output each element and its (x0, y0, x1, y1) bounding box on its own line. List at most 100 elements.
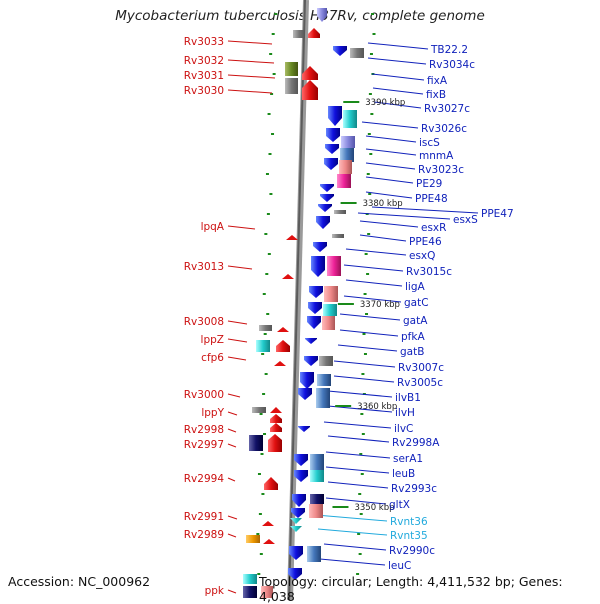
leader-line (333, 360, 396, 368)
leader-line (227, 225, 256, 230)
leader-line (333, 375, 395, 383)
leader-line (367, 57, 427, 65)
scale-label: 3360 kbp (357, 402, 397, 412)
gene-label-right: ilvH (395, 407, 415, 419)
leader-line (359, 234, 407, 242)
gene-label-left: ppk (205, 585, 225, 597)
leader-line (345, 279, 403, 287)
gene-label-left: Rv3033 (184, 36, 224, 48)
left-gene-labels: Rv3033 Rv3032 Rv3031 Rv3030 lpqA Rv3013 Rv3008… (184, 36, 225, 597)
gene-label-right: PE29 (416, 178, 442, 190)
gene-label-right: serA1 (393, 453, 423, 465)
gene-label-right: pfkA (401, 331, 425, 343)
gene-label-right: leuB (392, 468, 415, 480)
gene-label-left: Rv3032 (184, 55, 224, 67)
leader-line (365, 191, 413, 199)
leader-line (227, 411, 238, 416)
gene-label-right: PPE46 (409, 236, 442, 248)
leader-line (327, 435, 390, 443)
gene-label-right: ilvB1 (395, 392, 421, 404)
gene-label-right: leuC (388, 560, 411, 572)
rna-label-right: Rvnt36 (390, 516, 428, 528)
leader-line (327, 390, 393, 398)
leader-line (227, 356, 247, 361)
gene-label-right: ligA (405, 281, 425, 293)
gene-label-right: Rv3034c (429, 59, 475, 71)
leader-line (371, 73, 425, 81)
leader-line (365, 162, 416, 170)
scale-marks: 3390 kbp 3380 kbp 3370 kbp 3360 kbp 3350 kbp (332, 98, 405, 513)
accession-text: Accession: NC_000962 (8, 574, 151, 589)
leader-line (371, 206, 479, 214)
scale-label: 3390 kbp (365, 98, 405, 108)
leader-line (227, 74, 276, 79)
gene-label-right: mnmA (419, 150, 454, 162)
leader-line (227, 443, 237, 448)
leader-line (361, 121, 419, 129)
gene-label-right: Rv2990c (389, 545, 435, 557)
scale-label: 3350 kbp (354, 503, 394, 513)
gene-label-left: Rv3030 (184, 85, 224, 97)
gene-label-right: ilvC (394, 423, 413, 435)
gene-label-left: Rv2991 (184, 511, 224, 523)
gene-label-right: iscS (419, 137, 440, 149)
leader-line (339, 329, 399, 337)
gene-label-right: Rv2993c (391, 483, 437, 495)
gene-label-right: fixB (426, 89, 446, 101)
leader-line (343, 295, 402, 303)
leader-line (373, 101, 422, 109)
gene-label-left: cfp6 (201, 352, 224, 364)
gene-label-right: PPE47 (481, 208, 514, 220)
leader-line (319, 558, 386, 566)
leader-line (372, 87, 424, 95)
leader-line (365, 176, 414, 184)
leader-line (359, 220, 419, 228)
leader-line (227, 515, 238, 520)
forward-strand-genes (243, 28, 320, 598)
gene-label-left: Rv2997 (184, 439, 224, 451)
leader-line (227, 89, 273, 94)
leader-line (357, 212, 451, 220)
gene-label-right: fixA (427, 75, 448, 87)
gene-label-right: Rv3005c (397, 377, 443, 389)
gene-label-right: Rv3007c (398, 362, 444, 374)
leader-line (339, 313, 401, 321)
leader-line (227, 428, 237, 433)
gene-label-left: Rv3013 (184, 261, 224, 273)
reverse-strand-genes (288, 8, 364, 580)
leader-line (327, 481, 389, 489)
gene-label-right: Rv3023c (418, 164, 464, 176)
leader-line (365, 135, 417, 143)
leader-line (315, 514, 388, 522)
gene-label-right: gatC (404, 297, 429, 309)
leader-line (227, 40, 273, 45)
gene-label-right: Rv2998A (392, 437, 440, 449)
gene-label-right: TB22.2 (430, 44, 468, 56)
scale-label: 3380 kbp (363, 199, 403, 209)
leader-line (227, 265, 253, 270)
rna-label-right: Rvnt35 (390, 530, 428, 542)
leader-line (325, 466, 390, 474)
gene-label-right: Rv3027c (424, 103, 470, 115)
gene-label-left: lpqA (201, 221, 225, 233)
gene-label-left: Rv2998 (184, 424, 224, 436)
gene-label-right: gatB (400, 346, 424, 358)
leader-line (227, 320, 248, 325)
leader-line (227, 589, 237, 594)
gene-label-left: Rv2989 (184, 529, 224, 541)
gene-label-right: esxR (421, 222, 446, 234)
gene-label-left: Rv3000 (184, 389, 224, 401)
gene-label-right: PPE48 (415, 193, 448, 205)
gene-label-right: esxS (453, 214, 478, 226)
gene-label-right: Rv3015c (406, 266, 452, 278)
leader-line (227, 338, 248, 343)
leader-line (325, 497, 387, 505)
leader-line (227, 59, 275, 64)
gene-label-left: Rv3031 (184, 70, 224, 82)
map-title: Mycobacterium tuberculosis H37Rv, comple… (115, 8, 485, 24)
scale-label: 3370 kbp (360, 300, 400, 310)
leader-line (343, 264, 404, 272)
gene-label-left: Rv3008 (184, 316, 224, 328)
leader-line (227, 533, 237, 538)
